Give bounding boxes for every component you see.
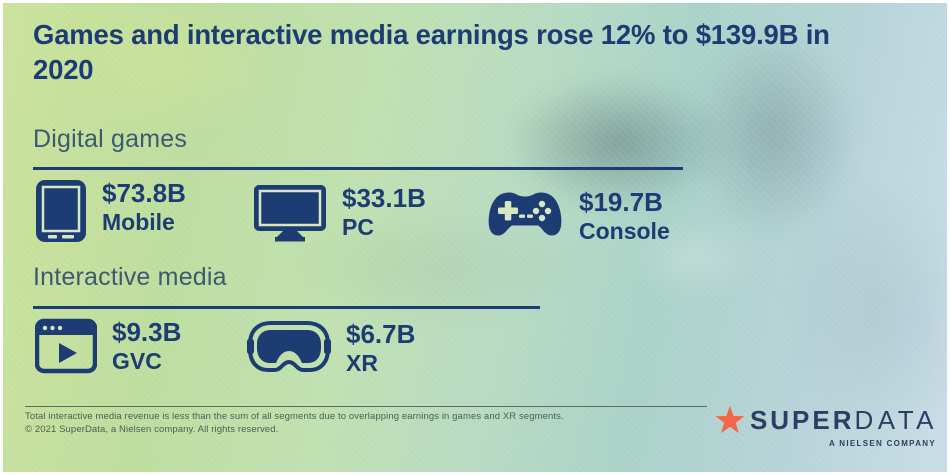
vr-goggles-icon [247,321,331,372]
stat-mobile: $73.8B Mobile [35,179,186,243]
pc-monitor-icon [254,185,326,242]
stat-pc: $33.1B PC [253,184,426,242]
stat-value: $9.3B [112,317,182,347]
stat-label: XR [346,350,378,376]
copyright: © 2021 SuperData, a Nielsen company. All… [25,424,279,435]
logo-super: SUPER [749,405,855,435]
logo-tagline: A NIELSEN COMPANY [829,439,936,448]
logo-wordmark: SUPERDATA [750,407,938,433]
stat-xr: $6.7B XR [247,320,415,377]
stat-value: $6.7B [346,319,416,349]
gamepad-icon [488,192,562,236]
stat-value: $33.1B [342,183,426,213]
texture-overlay [3,3,947,472]
section-divider-interactive-media [33,306,540,309]
stat-label: GVC [112,348,162,374]
section-heading-digital-games: Digital games [33,125,188,153]
stat-gvc: $9.3B GVC [35,318,181,375]
footer-divider [25,406,707,407]
title-line-1: Games and interactive media earnings ros… [33,19,830,50]
footnote: Total interactive media revenue is less … [25,411,564,422]
vr-user-photo-backdrop [3,3,947,472]
section-heading-interactive-media: Interactive media [33,263,227,291]
star-icon [715,405,745,434]
stat-label: PC [342,214,374,240]
logo-data: DATA [854,405,938,435]
superdata-logo: SUPERDATA A NIELSEN COMPANY [714,402,938,448]
gradient-background [3,3,947,472]
video-player-icon [35,318,97,374]
stat-console: $19.7B Console [486,188,670,245]
stat-label: Console [579,218,670,244]
stat-value: $73.8B [102,178,186,208]
stat-label: Mobile [102,209,175,235]
title-line-2: 2020 [33,54,94,85]
section-divider-digital-games [33,167,683,170]
page-title: Games and interactive media earnings ros… [33,17,933,87]
mobile-phone-icon [36,180,86,242]
stat-value: $19.7B [579,187,663,217]
